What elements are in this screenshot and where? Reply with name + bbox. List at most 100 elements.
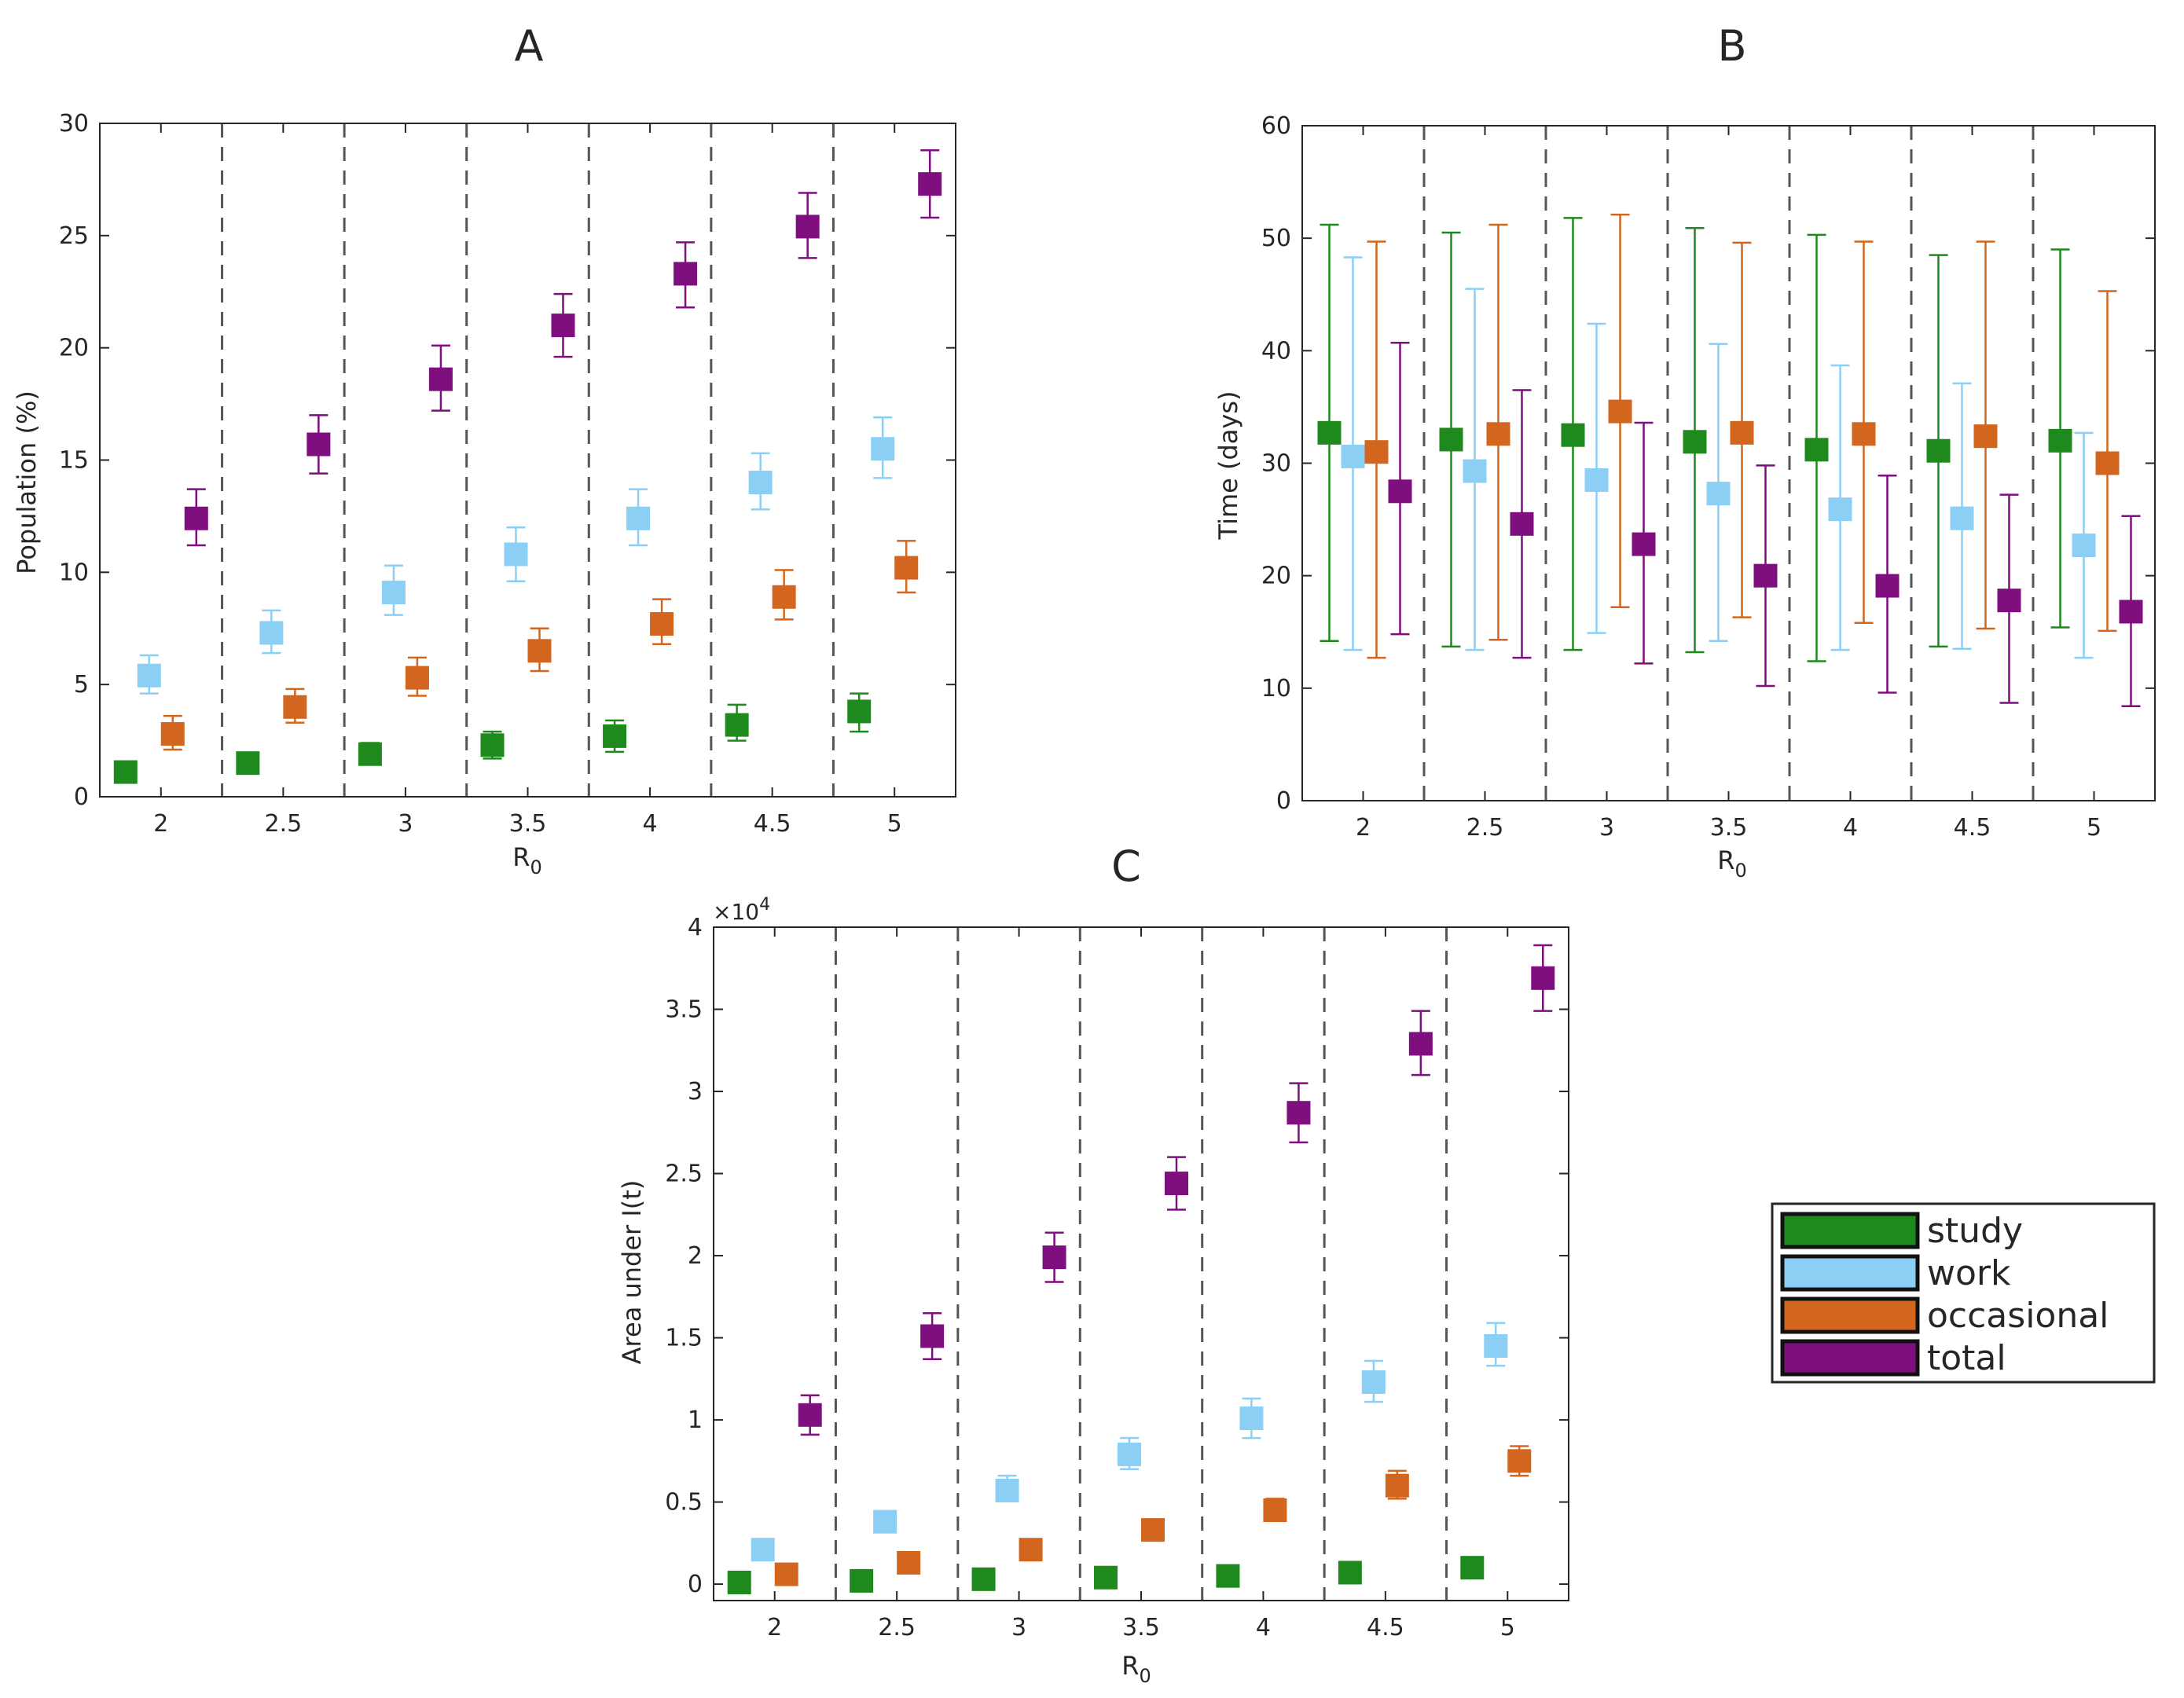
panel-c-title: C [1111,842,1141,891]
panel-b-study-point [1683,430,1707,454]
panel-c-study-point [1216,1564,1240,1588]
panel-c-total-point [1408,1032,1433,1056]
panel-a-y-tick-label: 15 [59,447,89,475]
panel-b-x-axis-label-subscript: 0 [1734,860,1746,882]
panel-a-y-tick-label: 0 [74,783,89,811]
panel-b-study-point [2048,428,2072,453]
panel-c-work-point [1118,1442,1141,1466]
panel-a-work-point [137,663,161,688]
panel-b-dividers [1422,126,2035,801]
panel-c-total-point [1042,1245,1066,1270]
panel-c-work-point [1239,1406,1264,1430]
panel-c-total-point [1531,966,1555,990]
panel-c-occasional-point [1141,1518,1165,1542]
panel-c-x-axis-label-base: R [1121,1651,1139,1681]
panel-c-plot-frame [713,926,1569,1601]
panel-a-total-point [306,432,331,457]
panel-c-y-tick-label: 2 [688,1242,703,1270]
panel-a-total-point [551,314,575,338]
panel-a-x-tick-label: 3 [398,810,413,838]
panel-b-occasional-point [2095,451,2120,475]
panel-b-work-point [1706,482,1731,506]
panel-a-study-point [113,760,138,784]
panel-b-title: B [1717,21,1746,71]
panel-b-total-point [1388,479,1412,504]
panel-c-occasional-point [1507,1449,1532,1473]
panel-a-occasional-point [772,585,796,609]
panel-b-total-point [1753,563,1778,588]
panel-b-occasional-point [1486,422,1510,446]
panel-a-x-tick-label: 3.5 [509,810,547,838]
panel-b-y-tick-label: 0 [1276,787,1291,815]
panel-c-dividers [834,927,1448,1601]
panel-a-y-axis-label: Population (%) [12,391,42,574]
panel-b-x-tick-label: 4 [1843,814,1858,842]
panel-a-x-axis-label: R0 [512,842,542,878]
panel-a-study-point [725,713,749,737]
panel-a-occasional-point [283,695,307,719]
panel-b-study-point [1804,438,1829,462]
panel-a-x-tick-label: 4.5 [754,810,791,838]
panel-c-occasional-point [1385,1473,1409,1498]
panel-b-total-point [2119,600,2143,624]
panel-b-total-point [1997,589,2021,613]
panel-b-work-point [1950,506,1974,530]
panel-c-total-point [1287,1101,1311,1125]
panel-a-total-point [918,172,942,196]
panel-a-x-axis-label-subscript: 0 [530,856,541,878]
panel-c-occasional-point [774,1562,798,1586]
panel-a-study-point [236,751,260,776]
panel-a-work-point [504,542,528,567]
panel-b-marks [1317,213,2143,707]
panel-a-total-point [795,215,820,239]
panel-c-y-tick-label: 0.5 [665,1489,703,1516]
panel-a-dividers [221,123,835,797]
panel-c-y-tick-label: 3.5 [665,996,703,1024]
panel-a-y-tick-label: 20 [59,335,89,362]
panel-a-occasional-point [527,639,552,663]
panel-a-x-tick-label: 4 [643,810,658,838]
panel-b-plot-frame [1301,125,2156,801]
panel-c-exponent-base: ×10 [713,899,759,925]
panel-c-x-tick-label: 5 [1500,1614,1515,1641]
panel-c-x-tick-label: 3.5 [1122,1614,1160,1641]
panel-a-study-point [847,699,872,724]
panel-a-x-ticks: 2 2.5 3 3.5 4 4.5 5 [153,123,902,838]
panel-a-y-tick-label: 5 [74,671,89,699]
panel-b-x-tick-label: 2.5 [1466,814,1504,842]
panel-a-title: A [515,21,544,71]
panel-b-x-tick-label: 2 [1356,814,1371,842]
panel-a-occasional-point [650,612,674,636]
panel-c-work-point [1484,1334,1508,1359]
panel-a-total-point [428,367,453,391]
panel-c-x-tick-label: 4 [1256,1614,1271,1641]
panel-b-work-point [2072,534,2096,558]
panel-c-y-ticks: 0 0.5 1 1.5 2 2.5 3 3.5 4 [665,914,1569,1598]
panel-a-y-ticks: 0 5 10 15 20 25 30 [59,110,956,811]
panel-c-y-tick-label: 3 [688,1078,703,1106]
panel-b-y-tick-label: 50 [1261,225,1291,252]
panel-c-work-point [995,1478,1019,1502]
legend-label-total: total [1927,1338,2006,1378]
panel-a-study-point [480,733,505,757]
panel-b-x-tick-label: 3 [1599,814,1614,842]
legend-swatch-occasional [1780,1296,1920,1334]
panel-a-occasional-point [160,722,185,746]
panel-b-y-tick-label: 10 [1261,675,1291,702]
panel-c-study-point [850,1568,874,1593]
panel-a-x-tick-label: 5 [887,810,902,838]
legend-swatch-work [1780,1254,1920,1292]
panel-c-x-tick-label: 4.5 [1367,1614,1404,1641]
panel-a-work-point [259,621,284,645]
panel-b-x-tick-label: 3.5 [1710,814,1748,842]
panel-a-total-point [674,262,698,286]
panel-c-y-tick-label: 0 [688,1571,703,1598]
panel-c: C Area under I(t) R0 ×104 00.511.522.533… [617,842,1569,1687]
panel-c-exponent-label: ×104 [713,895,770,925]
panel-b-total-point [1632,532,1656,556]
panel-b-total-point [1510,512,1534,536]
